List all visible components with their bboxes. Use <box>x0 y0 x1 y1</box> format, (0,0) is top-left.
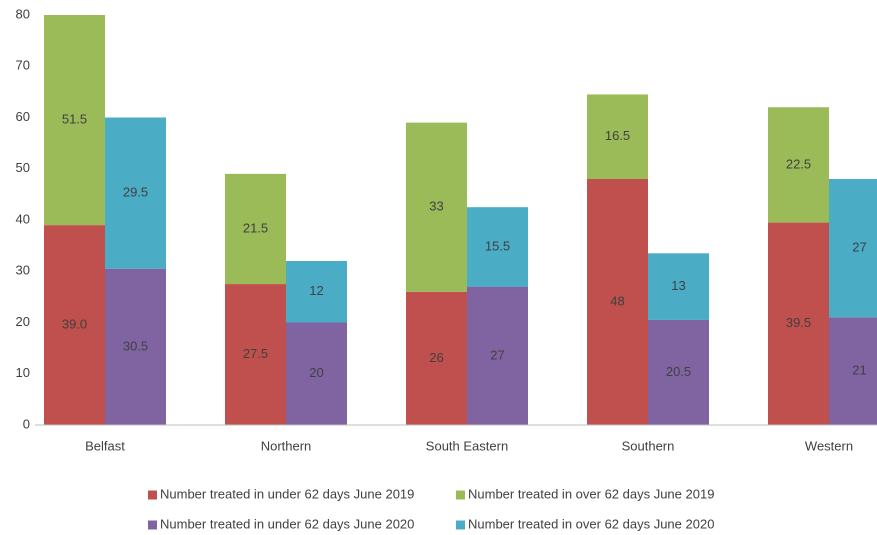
legend-swatch <box>148 490 157 500</box>
bar-segment <box>829 317 877 425</box>
data-label: 16.5 <box>605 128 630 143</box>
bar-segment <box>44 225 105 425</box>
data-label: 27.5 <box>243 346 268 361</box>
bar-segment <box>467 207 528 287</box>
bar-segment <box>286 322 347 425</box>
y-tick-label: 40 <box>16 211 30 226</box>
data-label: 33 <box>429 199 443 214</box>
bar-segment <box>225 173 286 285</box>
data-label: 13 <box>671 278 685 293</box>
data-label: 20.5 <box>666 364 691 379</box>
y-tick-label: 30 <box>16 263 30 278</box>
data-label: 27 <box>852 240 866 255</box>
data-label: 22.5 <box>786 156 811 171</box>
x-tick-label: Belfast <box>85 438 125 453</box>
data-label: 48 <box>610 293 624 308</box>
bar-segment <box>406 291 467 425</box>
bar-segment <box>648 319 709 425</box>
data-label: 15.5 <box>485 238 510 253</box>
bar-segment <box>587 94 648 179</box>
bar-segment <box>225 284 286 425</box>
x-tick-label: Southern <box>622 438 675 453</box>
bar-segment <box>44 15 105 226</box>
y-tick-label: 10 <box>16 365 30 380</box>
data-label: 30.5 <box>123 338 148 353</box>
y-tick-label: 0 <box>23 416 30 431</box>
bar-segment <box>105 117 166 269</box>
bar-segment <box>768 222 829 425</box>
legend-label: Number treated in over 62 days June 2020 <box>468 516 714 531</box>
bar-segment <box>829 179 877 318</box>
bar-segment <box>768 107 829 223</box>
bar-segment <box>406 122 467 292</box>
legend-label: Number treated in over 62 days June 2019 <box>468 486 714 501</box>
data-label: 39.0 <box>62 317 87 332</box>
data-label: 27 <box>490 347 504 362</box>
bar-segment <box>648 253 709 320</box>
legend-label: Number treated in under 62 days June 202… <box>160 516 414 531</box>
legend-swatch <box>456 490 465 500</box>
data-label: 39.5 <box>786 315 811 330</box>
data-label: 29.5 <box>123 185 148 200</box>
data-label: 51.5 <box>62 112 87 127</box>
bar-segment <box>105 268 166 425</box>
plot-area <box>44 15 877 425</box>
legend-label: Number treated in under 62 days June 201… <box>160 486 414 501</box>
y-tick-label: 60 <box>16 109 30 124</box>
legend-swatch <box>148 520 157 530</box>
y-tick-label: 20 <box>16 314 30 329</box>
data-label: 20 <box>309 365 323 380</box>
data-label: 12 <box>309 283 323 298</box>
y-tick-label: 70 <box>16 58 30 73</box>
bar-segment <box>587 179 648 425</box>
data-label: 26 <box>429 350 443 365</box>
x-tick-label: South Eastern <box>426 438 508 453</box>
y-tick-label: 50 <box>16 160 30 175</box>
bar-segment <box>467 286 528 425</box>
x-tick-label: Western <box>805 438 853 453</box>
data-label: 21 <box>852 363 866 378</box>
legend-swatch <box>456 520 465 530</box>
data-label: 21.5 <box>243 220 268 235</box>
y-tick-label: 80 <box>16 6 30 21</box>
x-tick-label: Northern <box>261 438 312 453</box>
bar-segment <box>286 261 347 323</box>
